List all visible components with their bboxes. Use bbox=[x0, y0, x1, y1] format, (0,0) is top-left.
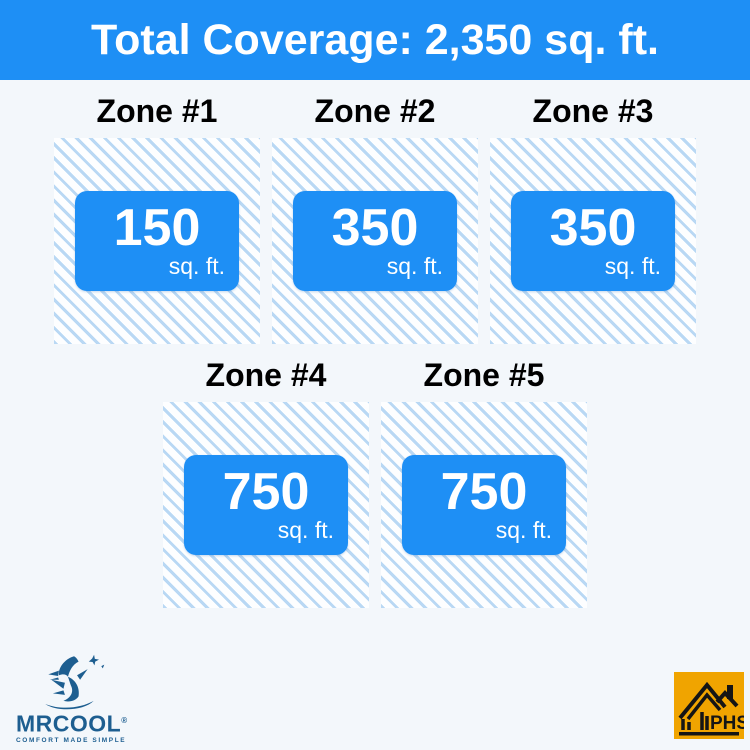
coverage-value: 150 bbox=[113, 199, 201, 257]
zone-title: Zone #3 bbox=[532, 93, 654, 129]
mrcool-logo: MRCOOL® COMFORT MADE SIMPLE bbox=[16, 654, 128, 744]
zone-panel-2: Zone #2 350 sq. ft. bbox=[272, 80, 478, 344]
zone-panel-4: Zone #4 750 sq. ft. bbox=[163, 344, 369, 608]
zone-panel-5: Zone #5 750 sq. ft. bbox=[381, 344, 587, 608]
phs-label: PHS bbox=[710, 713, 744, 734]
coverage-unit: sq. ft. bbox=[495, 517, 552, 543]
zone-coverage-area: 350 sq. ft. bbox=[272, 138, 478, 344]
total-coverage-banner: Total Coverage: 2,350 sq. ft. bbox=[0, 0, 750, 80]
footer: MRCOOL® COMFORT MADE SIMPLE PHS bbox=[0, 650, 750, 750]
coverage-card: 350 sq. ft. bbox=[511, 191, 675, 291]
zone-panel-3: Zone #3 350 sq. ft. bbox=[490, 80, 696, 344]
zone-title: Zone #4 bbox=[205, 357, 327, 393]
zone-title: Zone #5 bbox=[423, 357, 545, 393]
coverage-unit: sq. ft. bbox=[604, 253, 661, 279]
phs-logo: PHS bbox=[674, 672, 749, 739]
mrcool-wordmark: MRCOOL® bbox=[16, 711, 128, 737]
phs-house-icon: PHS bbox=[678, 681, 749, 736]
registered-mark: ® bbox=[121, 716, 128, 726]
zone-coverage-area: 750 sq. ft. bbox=[163, 402, 369, 608]
coverage-card: 350 sq. ft. bbox=[293, 191, 457, 291]
mrcool-tagline: COMFORT MADE SIMPLE bbox=[16, 737, 127, 744]
zone-coverage-area: 150 sq. ft. bbox=[54, 138, 260, 344]
coverage-value: 350 bbox=[331, 199, 419, 257]
coverage-unit: sq. ft. bbox=[386, 253, 443, 279]
coverage-value: 350 bbox=[549, 199, 637, 257]
mrcool-penguin-icon bbox=[45, 655, 105, 710]
coverage-value: 750 bbox=[222, 463, 310, 521]
coverage-unit: sq. ft. bbox=[168, 253, 225, 279]
zone-panel-1: Zone #1 150 sq. ft. bbox=[54, 80, 260, 344]
coverage-value: 750 bbox=[440, 463, 528, 521]
zone-row-bottom: Zone #4 750 sq. ft. Zone #5 750 sq. ft. bbox=[0, 344, 750, 608]
zone-title: Zone #1 bbox=[96, 93, 218, 129]
zone-row-top: Zone #1 150 sq. ft. Zone #2 350 sq. ft. … bbox=[0, 80, 750, 344]
coverage-card: 150 sq. ft. bbox=[75, 191, 239, 291]
coverage-unit: sq. ft. bbox=[277, 517, 334, 543]
coverage-card: 750 sq. ft. bbox=[402, 455, 566, 555]
zone-coverage-area: 350 sq. ft. bbox=[490, 138, 696, 344]
coverage-card: 750 sq. ft. bbox=[184, 455, 348, 555]
zone-title: Zone #2 bbox=[314, 93, 436, 129]
zone-coverage-area: 750 sq. ft. bbox=[381, 402, 587, 608]
